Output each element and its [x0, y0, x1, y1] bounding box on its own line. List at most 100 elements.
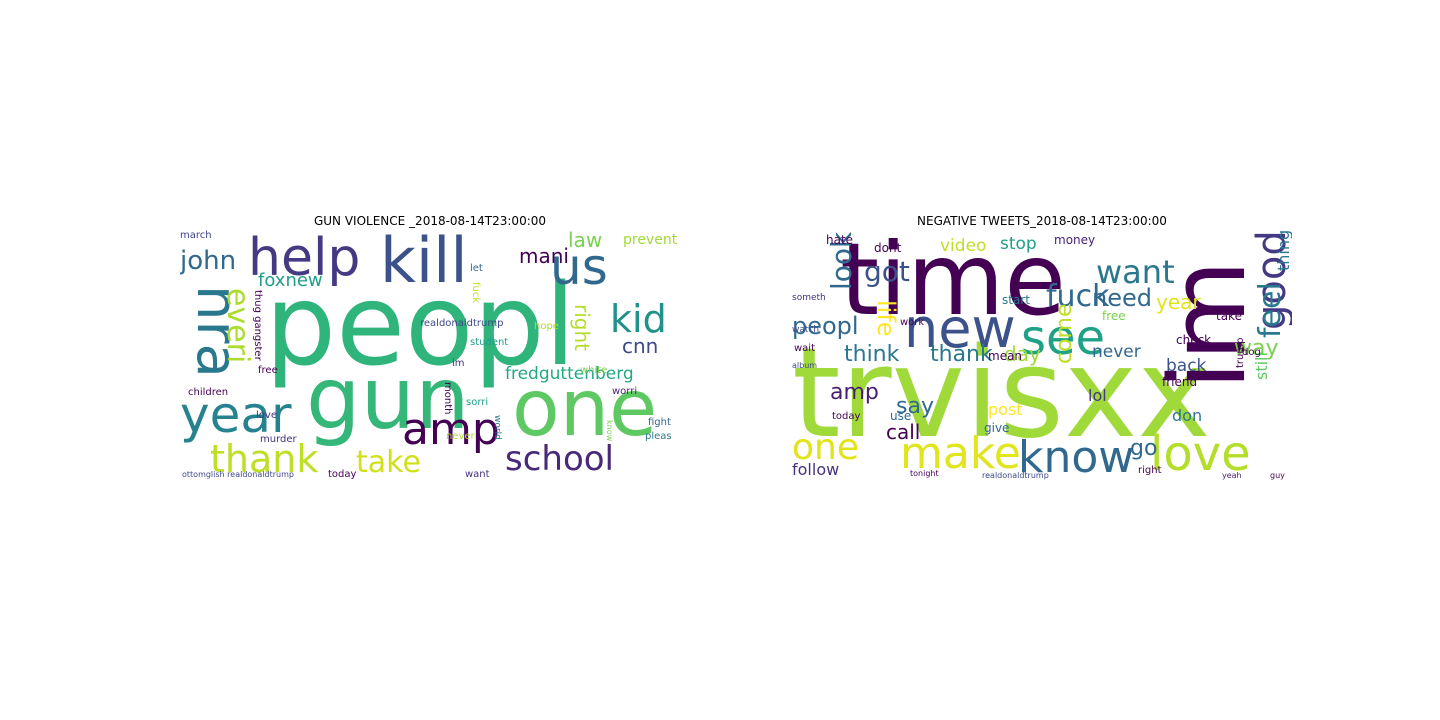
word-help: help [248, 230, 361, 288]
word-dont: dont [874, 241, 902, 255]
word-need: need [1092, 284, 1152, 312]
word-amp: amp [830, 380, 879, 405]
wordcloud-gun-violence: peopl gun one kill us help nra year amp kid school… [180, 230, 680, 480]
word-everi: everi [220, 288, 255, 364]
word-video: video [940, 236, 987, 256]
word-dog: dog [1242, 347, 1261, 358]
word-post: post [988, 400, 1023, 419]
word-john: john [180, 246, 237, 276]
word-sorri: sorri [466, 397, 489, 408]
word-money: money [1054, 233, 1096, 247]
word-right: right [1138, 465, 1162, 476]
word-wait: wait [794, 343, 816, 354]
word-gun: gun [306, 349, 470, 449]
word-kill: kill [380, 230, 468, 297]
word-take: take [356, 445, 421, 480]
word-mean: mean [988, 349, 1023, 363]
word-time: time [840, 230, 1066, 338]
word-cnn: cnn [622, 334, 659, 358]
word-see: see [1021, 310, 1106, 366]
word-check: check [1176, 333, 1212, 347]
word-today: today [832, 411, 861, 422]
word-children: children [188, 387, 229, 398]
word-life: life [872, 300, 900, 337]
word-let: let [470, 263, 483, 274]
word-feel: feel [1253, 282, 1288, 338]
word-law: law [568, 230, 603, 252]
word-make: make [900, 428, 1021, 479]
word-start: start [1002, 293, 1030, 307]
word-peopl: peopl [265, 261, 576, 391]
word-back: back [1166, 356, 1207, 376]
word-want: want [1096, 253, 1175, 291]
word-thank: thank [930, 342, 993, 367]
word-realdonaldtrump: realdonaldtrump [420, 318, 504, 329]
word-someth: someth [792, 293, 826, 303]
word-white: white [580, 365, 608, 376]
word-think: think [844, 342, 900, 367]
word-student: student [470, 337, 509, 348]
word-call: call [886, 420, 921, 444]
word-right: right [570, 304, 594, 351]
word-want: want [465, 469, 490, 480]
word-worri: worri [612, 386, 638, 397]
panel-title-negative-tweets: NEGATIVE TWEETS_2018-08-14T23:00:00 [917, 214, 1167, 228]
word-ottomglish-realdonaldtrump: ottomglish realdonaldtrump [182, 470, 294, 479]
word-free: free [1102, 309, 1126, 323]
word-fredguttenberg: fredguttenberg [505, 364, 634, 384]
word-fuck: fuck [1046, 279, 1110, 314]
word-stop: stop [1000, 234, 1037, 254]
word-murder: murder [260, 434, 297, 445]
word-prevent: prevent [623, 232, 678, 248]
word-school: school [505, 439, 615, 479]
word-world: world [492, 415, 502, 440]
word-album: album [792, 361, 818, 370]
word-us: us [550, 238, 608, 296]
word-love: love [256, 410, 277, 421]
word-foxnew: foxnew [258, 270, 323, 291]
word-come: come [1052, 303, 1077, 364]
word-know: know [605, 420, 614, 442]
word-fuck: fuck [470, 282, 481, 304]
word-day: day [1004, 342, 1041, 366]
wordcloud-negative-tweets: trvisxx time im new see know love make one good wa… [792, 230, 1292, 480]
word-take: take [1216, 309, 1242, 323]
word-one: one [792, 427, 859, 468]
word-tonight: tonight [910, 469, 939, 478]
word-kid: kid [610, 297, 667, 341]
word-one: one [512, 364, 658, 454]
word-watch: watch [792, 325, 820, 335]
word-fight: fight [648, 417, 671, 428]
word-love: love [1150, 426, 1251, 480]
word-go: go [1130, 436, 1158, 461]
word-yeah: yeah [1222, 471, 1242, 480]
word-thank: thank [210, 437, 319, 480]
word-today: today [328, 469, 357, 480]
word-march: march [180, 230, 212, 241]
word-know: know [1018, 432, 1135, 480]
word-realdonaldtrump: realdonaldtrump [982, 471, 1049, 480]
word-year: year [1156, 290, 1201, 314]
word-free: free [258, 365, 278, 376]
word-use: use [890, 409, 912, 423]
word-trvisxx: trvisxx [792, 322, 1211, 466]
word-say: say [896, 394, 934, 419]
word-never: never [1092, 342, 1141, 362]
word-thug-gangster: thug gangster [252, 290, 263, 361]
word-amp: amp [402, 404, 500, 455]
word-month: month [442, 382, 453, 415]
word-trump: trump [1235, 337, 1246, 368]
word-im: im [452, 358, 465, 369]
word-follow: follow [792, 460, 840, 479]
word-peopl: peopl [792, 312, 859, 340]
word-never: never [446, 431, 475, 442]
word-guy: guy [1270, 471, 1285, 480]
word-friend: friend [1162, 375, 1198, 389]
word-new: new [904, 297, 1016, 360]
word-hate: hate [826, 233, 854, 247]
word-hope: hope [534, 321, 559, 332]
word-don: don [1172, 406, 1203, 425]
word-got: got [864, 255, 910, 288]
word-work: work [900, 317, 925, 328]
word-year: year [180, 386, 292, 444]
